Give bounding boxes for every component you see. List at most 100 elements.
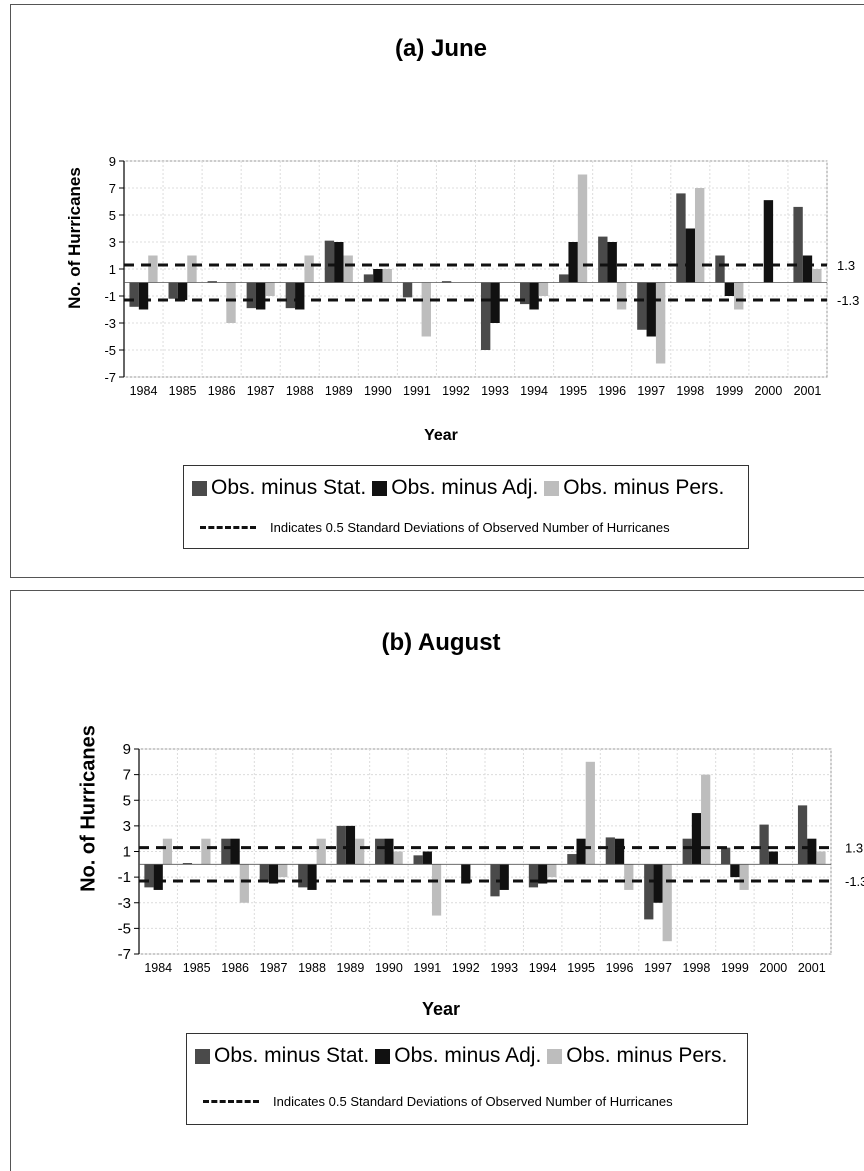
bar-adj — [177, 282, 188, 301]
bar-pers — [239, 864, 249, 903]
bar-pers — [355, 838, 365, 865]
reference-line-label: -1.3 — [845, 874, 864, 889]
x-tick-label: 1991 — [403, 384, 431, 398]
bar-stat — [644, 864, 654, 920]
bar-adj — [653, 864, 663, 903]
bar-adj — [768, 851, 778, 865]
bar-pers — [547, 864, 557, 878]
y-tick-label: 9 — [123, 741, 131, 758]
bar-pers — [812, 269, 822, 283]
legend-note: Indicates 0.5 Standard Deviations of Obs… — [270, 520, 670, 535]
bar-pers — [734, 282, 744, 310]
legend-series-row: Obs. minus Stat. Obs. minus Adj. Obs. mi… — [195, 1044, 733, 1068]
x-tick-label: 1987 — [247, 384, 275, 398]
x-tick-label: 2000 — [759, 961, 787, 975]
bar-adj — [422, 851, 432, 865]
y-tick-label: -7 — [118, 946, 131, 963]
bar-pers — [148, 255, 158, 283]
bar-pers — [393, 851, 403, 865]
x-tick-label: 1997 — [644, 961, 672, 975]
bar-stat — [363, 274, 374, 283]
bar-stat — [298, 864, 308, 888]
legend-label-pers: Obs. minus Pers. — [563, 476, 725, 499]
bar-pers — [278, 864, 288, 878]
bar-stat — [246, 282, 257, 309]
x-tick-label: 1984 — [130, 384, 158, 398]
bar-stat — [567, 854, 577, 865]
bar-stat — [375, 838, 385, 865]
bar-pers — [431, 864, 442, 916]
legend-swatch-adj — [372, 480, 388, 496]
bar-stat — [490, 864, 500, 897]
bar-adj — [538, 864, 548, 884]
bar-adj — [763, 200, 774, 283]
legend-swatch-pers — [547, 1048, 563, 1064]
bar-stat — [682, 838, 692, 865]
bar-pers — [655, 282, 666, 364]
x-tick-label: 1986 — [221, 961, 249, 975]
plot-area: 9 7 5 3 1 -1 -3 -5 -7 1984 1985 1986 1987 1988 1989 199… — [118, 741, 864, 975]
bar-adj — [646, 282, 656, 337]
bar-pers — [421, 282, 431, 337]
bar-pers — [739, 864, 749, 890]
legend-label-adj: Obs. minus Adj. — [394, 1044, 542, 1067]
y-tick-label: 7 — [109, 181, 116, 196]
bar-stat — [793, 206, 803, 283]
bar-pers — [187, 255, 197, 283]
y-tick-label: -3 — [118, 895, 131, 912]
legend-dash-sample — [200, 526, 256, 529]
bar-stat — [324, 240, 335, 283]
bar-stat — [285, 282, 296, 309]
x-tick-label: 1997 — [637, 384, 665, 398]
x-tick-label: 1996 — [606, 961, 634, 975]
bar-stat — [480, 282, 491, 350]
bar-pers — [662, 864, 672, 942]
x-tick-label: 1991 — [413, 961, 441, 975]
x-tick-label: 1994 — [529, 961, 557, 975]
bar-adj — [691, 813, 702, 865]
bar-pers — [226, 282, 236, 323]
bar-stat — [207, 281, 217, 283]
y-tick-label: -1 — [104, 289, 116, 304]
x-tick-label: 1998 — [683, 961, 711, 975]
chart-panel-june: (a) June No. of Hurricanes 9 7 5 3 1 -1 -3 -5 -7… — [10, 4, 864, 578]
bar-stat — [559, 274, 569, 283]
bar-pers — [616, 282, 627, 310]
legend-swatch-pers — [544, 480, 560, 496]
bar-stat — [715, 255, 725, 283]
y-tick-label: -3 — [104, 316, 116, 331]
bar-adj — [295, 282, 305, 310]
bar-adj — [334, 242, 344, 283]
bar-stat — [221, 838, 231, 865]
y-tick-label: 7 — [123, 767, 131, 784]
legend-note: Indicates 0.5 Standard Deviations of Obs… — [273, 1094, 673, 1109]
bar-stat — [759, 824, 769, 865]
bar-pers — [382, 269, 392, 283]
x-tick-label: 2001 — [794, 384, 822, 398]
y-tick-label: 9 — [109, 154, 116, 169]
bar-adj — [568, 242, 578, 283]
x-tick-label: 1990 — [364, 384, 392, 398]
bar-adj — [730, 864, 740, 878]
bar-adj — [499, 864, 509, 890]
bar-adj — [529, 282, 539, 310]
bar-pers — [316, 838, 326, 865]
x-tick-label: 1992 — [442, 384, 470, 398]
x-tick-label: 1987 — [260, 961, 288, 975]
bar-stat — [259, 864, 269, 883]
bar-stat — [520, 282, 530, 305]
x-axis-label: Year — [424, 427, 458, 444]
y-tick-label: 1 — [123, 844, 131, 861]
x-tick-label: 1998 — [676, 384, 704, 398]
bar-stat — [336, 825, 346, 865]
y-tick-label: -7 — [104, 370, 116, 385]
bar-stat — [721, 847, 731, 865]
x-tick-label: 1989 — [325, 384, 353, 398]
reference-line-label: 1.3 — [837, 258, 855, 273]
x-tick-label: 1995 — [559, 384, 587, 398]
legend: Obs. minus Stat. Obs. minus Adj. Obs. mi… — [183, 465, 749, 549]
x-tick-label: 1986 — [208, 384, 236, 398]
x-tick-label: 1988 — [286, 384, 314, 398]
bar-pers — [201, 838, 211, 865]
legend-swatch-adj — [375, 1048, 391, 1064]
